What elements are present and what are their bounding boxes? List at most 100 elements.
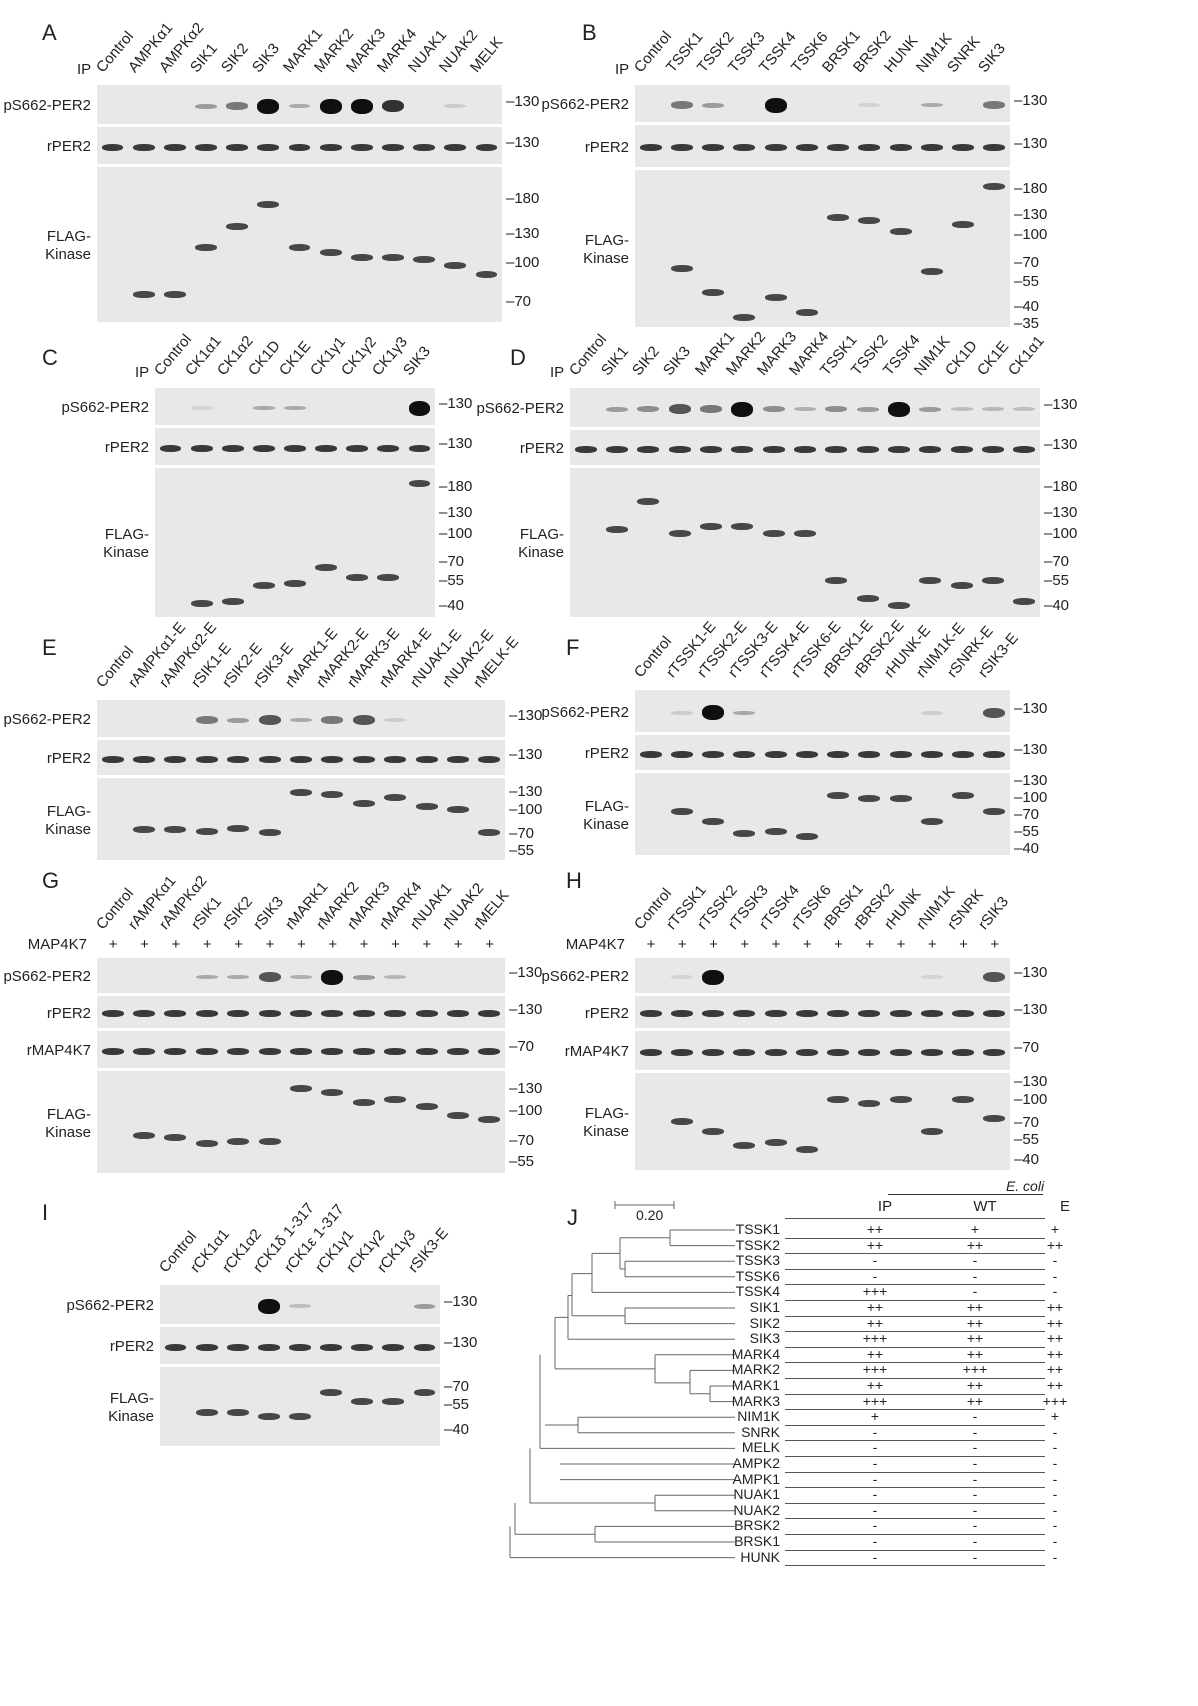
mw-marker: –100: [1014, 1090, 1048, 1108]
kinase-name: NIM1K: [737, 1408, 780, 1425]
flag-band: [413, 256, 435, 264]
treatment-plus: +: [990, 936, 1000, 953]
lane-label: SIK2: [629, 343, 663, 379]
table-row: SNRK - - -: [741, 1423, 1057, 1442]
flag-band: [889, 1096, 912, 1104]
band: [413, 1303, 436, 1309]
activity-cell: ++: [1046, 1314, 1064, 1331]
flag-band: [382, 1397, 405, 1405]
kinase-name: TSSK6: [735, 1267, 780, 1284]
band: [702, 969, 725, 985]
band: [983, 144, 1006, 151]
band: [415, 755, 438, 763]
flag-band: [702, 818, 725, 826]
band: [764, 1048, 787, 1056]
band: [163, 143, 186, 151]
treatment-plus: +: [422, 936, 432, 953]
header-line: [785, 1218, 1045, 1219]
band: [700, 405, 722, 413]
band: [827, 750, 850, 758]
mw-marker: –70: [439, 552, 465, 570]
band: [733, 1048, 756, 1056]
band: [352, 755, 375, 763]
band: [346, 444, 369, 452]
flag-band: [702, 288, 725, 296]
flag-band: [827, 791, 850, 799]
activity-cell: ++: [966, 1330, 984, 1347]
band: [983, 750, 1006, 758]
mw-marker: –40: [439, 596, 465, 614]
lane-label: rSIK3: [250, 893, 288, 933]
band: [290, 755, 312, 763]
table-row: TSSK2 ++ ++ ++: [736, 1236, 1063, 1255]
kinase-name: SIK3: [749, 1330, 780, 1347]
treatment-plus: +: [709, 936, 718, 953]
flag-band: [315, 563, 337, 571]
band: [164, 755, 187, 763]
kinase-name: MARK4: [731, 1345, 780, 1362]
band: [258, 755, 281, 763]
flag-band: [795, 309, 818, 317]
band: [670, 750, 693, 758]
flag-band: [352, 799, 375, 807]
band: [444, 104, 467, 108]
band: [164, 1047, 187, 1055]
band: [795, 750, 818, 758]
lane-label: CK1E: [275, 338, 314, 379]
flag-band: [670, 807, 693, 815]
mw-marker: –70: [1014, 253, 1040, 271]
band: [382, 99, 404, 113]
band: [982, 445, 1004, 453]
flag-band: [983, 1115, 1006, 1123]
band: [764, 750, 787, 758]
mw-marker: –100: [509, 800, 543, 818]
kinase-name: BRSK1: [734, 1533, 780, 1549]
band: [982, 407, 1004, 411]
band: [258, 1343, 280, 1351]
band: [226, 102, 249, 110]
table-row: MARK1 ++ ++ ++: [732, 1377, 1063, 1395]
table-row: MARK2 +++ +++ ++: [732, 1361, 1063, 1379]
mw-marker: –130: [506, 93, 540, 110]
band: [950, 407, 973, 411]
band: [731, 401, 754, 417]
band: [764, 144, 787, 151]
band: [858, 103, 881, 107]
table-row: TSSK3 - - -: [736, 1252, 1057, 1270]
band: [794, 445, 816, 453]
flag-band: [320, 1388, 342, 1396]
activity-cell: ++: [1046, 1236, 1064, 1253]
table-row: TSSK1 ++ + +: [736, 1221, 1059, 1239]
band: [257, 143, 280, 151]
mw-marker: –70: [1014, 806, 1040, 824]
activity-cell: ++: [966, 1392, 984, 1409]
band: [670, 1048, 693, 1056]
band: [702, 102, 725, 108]
flag-band: [133, 1131, 156, 1139]
flag-band: [952, 220, 975, 228]
band: [288, 104, 311, 108]
activity-cell: -: [972, 1486, 978, 1503]
band: [858, 1010, 881, 1017]
mw-marker: –55: [1014, 1131, 1040, 1149]
band: [639, 144, 662, 151]
flag-band: [475, 271, 498, 279]
flag-band: [764, 828, 787, 836]
flag-band: [258, 828, 281, 836]
activity-cell: ++: [966, 1236, 984, 1253]
activity-cell: ++: [966, 1299, 984, 1315]
flag-band: [889, 794, 912, 802]
kinase-name: MELK: [741, 1439, 780, 1456]
band: [377, 444, 400, 452]
flag-band: [351, 1397, 374, 1405]
kinase-name: MARK1: [731, 1377, 780, 1393]
panel-letter: C: [42, 345, 58, 370]
activity-cell: -: [872, 1423, 878, 1440]
table-row: BRSK1 - - -: [734, 1533, 1057, 1551]
band: [133, 755, 156, 763]
band: [670, 101, 693, 109]
mw-marker: –130: [1014, 964, 1048, 981]
flag-band: [288, 244, 311, 252]
mw-marker: –130: [509, 746, 543, 763]
rper2-blot: [160, 1327, 440, 1364]
